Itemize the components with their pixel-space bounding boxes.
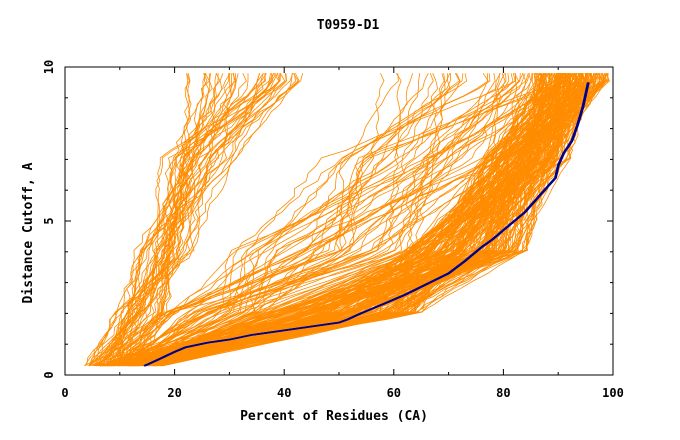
model-curve xyxy=(103,73,281,366)
model-curve xyxy=(99,73,304,367)
model-curve xyxy=(127,73,599,367)
model-curve xyxy=(118,72,576,367)
model-curve xyxy=(95,73,288,367)
model-curve xyxy=(104,73,541,367)
x-tick-label: 100 xyxy=(602,386,624,400)
model-curve xyxy=(126,73,507,366)
model-curve xyxy=(101,73,300,367)
model-curve xyxy=(121,72,489,367)
y-tick-label: 5 xyxy=(42,217,56,224)
model-curve xyxy=(138,73,576,367)
model-curve xyxy=(108,73,192,367)
y-tick-label: 10 xyxy=(42,60,56,74)
model-curve xyxy=(138,73,537,367)
model-curve xyxy=(126,73,521,367)
model-curve xyxy=(130,73,524,367)
model-curve xyxy=(154,73,597,367)
x-axis-label: Percent of Residues (CA) xyxy=(240,409,428,424)
x-tick-label: 60 xyxy=(387,386,401,400)
model-curve xyxy=(92,73,413,367)
model-curve xyxy=(86,73,266,366)
x-tick-label: 0 xyxy=(61,386,68,400)
model-curve xyxy=(148,73,583,367)
model-curve xyxy=(95,73,224,366)
chart-title: T0959-D1 xyxy=(317,18,380,33)
model-curve xyxy=(127,73,451,367)
model-curve xyxy=(160,73,589,367)
model-curve xyxy=(133,73,434,367)
model-curve xyxy=(106,72,280,366)
model-curve xyxy=(114,73,210,367)
model-curve xyxy=(97,73,527,367)
model-curve xyxy=(126,73,505,367)
model-curve xyxy=(114,73,219,367)
model-curve xyxy=(114,73,546,367)
model-curve xyxy=(158,73,592,367)
x-tick-label: 20 xyxy=(167,386,181,400)
model-curve xyxy=(101,73,546,367)
model-curve xyxy=(112,72,570,367)
model-curve xyxy=(118,73,544,367)
model-curve xyxy=(133,73,510,367)
model-curve xyxy=(102,73,551,367)
model-curve xyxy=(162,73,559,367)
model-curve xyxy=(109,73,488,367)
model-curve xyxy=(135,73,558,367)
model-curve xyxy=(99,73,597,367)
model-curve xyxy=(138,73,491,367)
model-curves xyxy=(84,72,610,367)
model-curve xyxy=(142,73,578,367)
model-curve xyxy=(133,73,439,367)
highlight-curve xyxy=(144,82,589,367)
x-tick-label: 40 xyxy=(277,386,291,400)
x-tick-labels: 0 20 40 60 80 100 xyxy=(61,386,623,400)
model-curve xyxy=(88,73,293,366)
model-curve xyxy=(113,72,264,367)
model-curve xyxy=(134,73,592,367)
model-curve xyxy=(124,73,451,367)
model-curve xyxy=(92,73,249,367)
highlight-series xyxy=(143,82,590,367)
y-axis-label: Distance Cutoff, A xyxy=(21,162,36,303)
model-curve xyxy=(128,72,545,367)
model-curve xyxy=(88,73,264,367)
model-curve xyxy=(95,73,552,367)
model-curve xyxy=(103,73,468,367)
model-curve xyxy=(100,73,496,367)
model-curve xyxy=(141,73,570,367)
model-curve xyxy=(121,73,280,367)
y-tick-label: 0 xyxy=(42,371,56,378)
model-curve xyxy=(120,73,260,367)
model-curve xyxy=(109,73,267,367)
model-curve xyxy=(89,73,217,367)
model-curve xyxy=(106,73,568,367)
model-curve xyxy=(137,73,446,367)
model-curve xyxy=(118,73,461,367)
model-curve xyxy=(153,73,557,367)
model-curve xyxy=(149,73,588,367)
x-tick-label: 80 xyxy=(496,386,510,400)
y-tick-labels: 0 5 10 xyxy=(42,60,56,379)
model-curve xyxy=(120,73,191,367)
axis-ticks xyxy=(64,66,614,376)
model-curve xyxy=(135,73,520,367)
model-curve xyxy=(122,73,551,367)
model-curve xyxy=(97,73,279,367)
